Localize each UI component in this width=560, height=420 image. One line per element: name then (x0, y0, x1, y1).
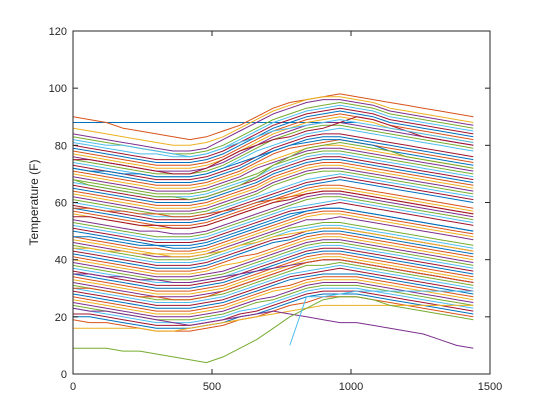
series-line-33 (73, 196, 474, 238)
series-line-26 (73, 170, 474, 215)
series-line-32 (73, 193, 474, 235)
series-line-40 (73, 222, 474, 261)
plot-area: 0 500 1000 1500 0 20 40 60 80 100 120 (49, 26, 503, 393)
series-line-44 (73, 233, 474, 272)
series-line-2 (73, 93, 474, 141)
x-tick-label: 0 (70, 381, 76, 393)
y-axis-label: Temperature (F) (27, 159, 41, 245)
y-tick-label: 40 (55, 255, 67, 267)
series-line-56 (73, 267, 474, 306)
y-tick-label: 20 (55, 312, 67, 324)
y-tick-label: 80 (55, 140, 67, 152)
series-line-46 (73, 239, 474, 278)
series-line-21 (73, 156, 474, 201)
x-tick-label: 500 (203, 381, 221, 393)
series-line-43 (73, 230, 474, 269)
series-line-77 (73, 190, 474, 229)
series-layer (73, 93, 474, 364)
series-line-37 (73, 210, 474, 252)
series-line-76 (73, 119, 474, 158)
x-tick-label: 1000 (339, 381, 363, 393)
series-line-57 (73, 273, 474, 309)
series-line-3 (73, 96, 474, 146)
series-line-35 (73, 202, 474, 243)
series-line-4 (73, 99, 474, 152)
series-line-14 (73, 133, 474, 181)
series-line-64 (73, 293, 474, 329)
series-line-59 (73, 279, 474, 315)
series-line-34 (73, 199, 474, 241)
series-line-38 (73, 213, 474, 255)
series-line-29 (73, 179, 474, 223)
y-tick-label: 100 (49, 83, 67, 95)
series-line-69 (289, 290, 474, 346)
series-line-75 (73, 142, 474, 201)
series-line-73 (73, 227, 474, 258)
series-line-16 (73, 139, 474, 186)
series-line-8 (73, 110, 474, 163)
series-line-78 (73, 207, 474, 249)
y-tick-label: 120 (49, 26, 67, 38)
y-tick-label: 0 (61, 369, 67, 381)
series-line-24 (73, 164, 474, 209)
series-line-68 (73, 296, 474, 364)
series-line-28 (73, 176, 474, 221)
series-line-23 (73, 162, 474, 206)
series-line-66 (73, 304, 474, 332)
series-line-55 (73, 264, 474, 303)
series-line-79 (73, 259, 474, 301)
series-line-58 (73, 276, 474, 312)
series-line-6 (73, 104, 474, 158)
series-line-63 (73, 290, 474, 326)
series-line-67 (73, 307, 474, 349)
x-tick-label: 1500 (478, 381, 502, 393)
series-line-47 (73, 242, 474, 281)
series-line-45 (73, 236, 474, 275)
y-tick-label: 60 (55, 198, 67, 210)
series-line-25 (73, 167, 474, 212)
series-line-49 (73, 247, 474, 286)
series-line-71 (73, 139, 474, 178)
ticks-layer: 0 500 1000 1500 0 20 40 60 80 100 120 (49, 26, 503, 393)
series-line-50 (73, 250, 474, 289)
series-line-22 (73, 159, 474, 203)
series-line-18 (73, 147, 474, 192)
series-line-7 (73, 107, 474, 161)
series-line-62 (73, 287, 474, 324)
series-line-52 (73, 256, 474, 295)
